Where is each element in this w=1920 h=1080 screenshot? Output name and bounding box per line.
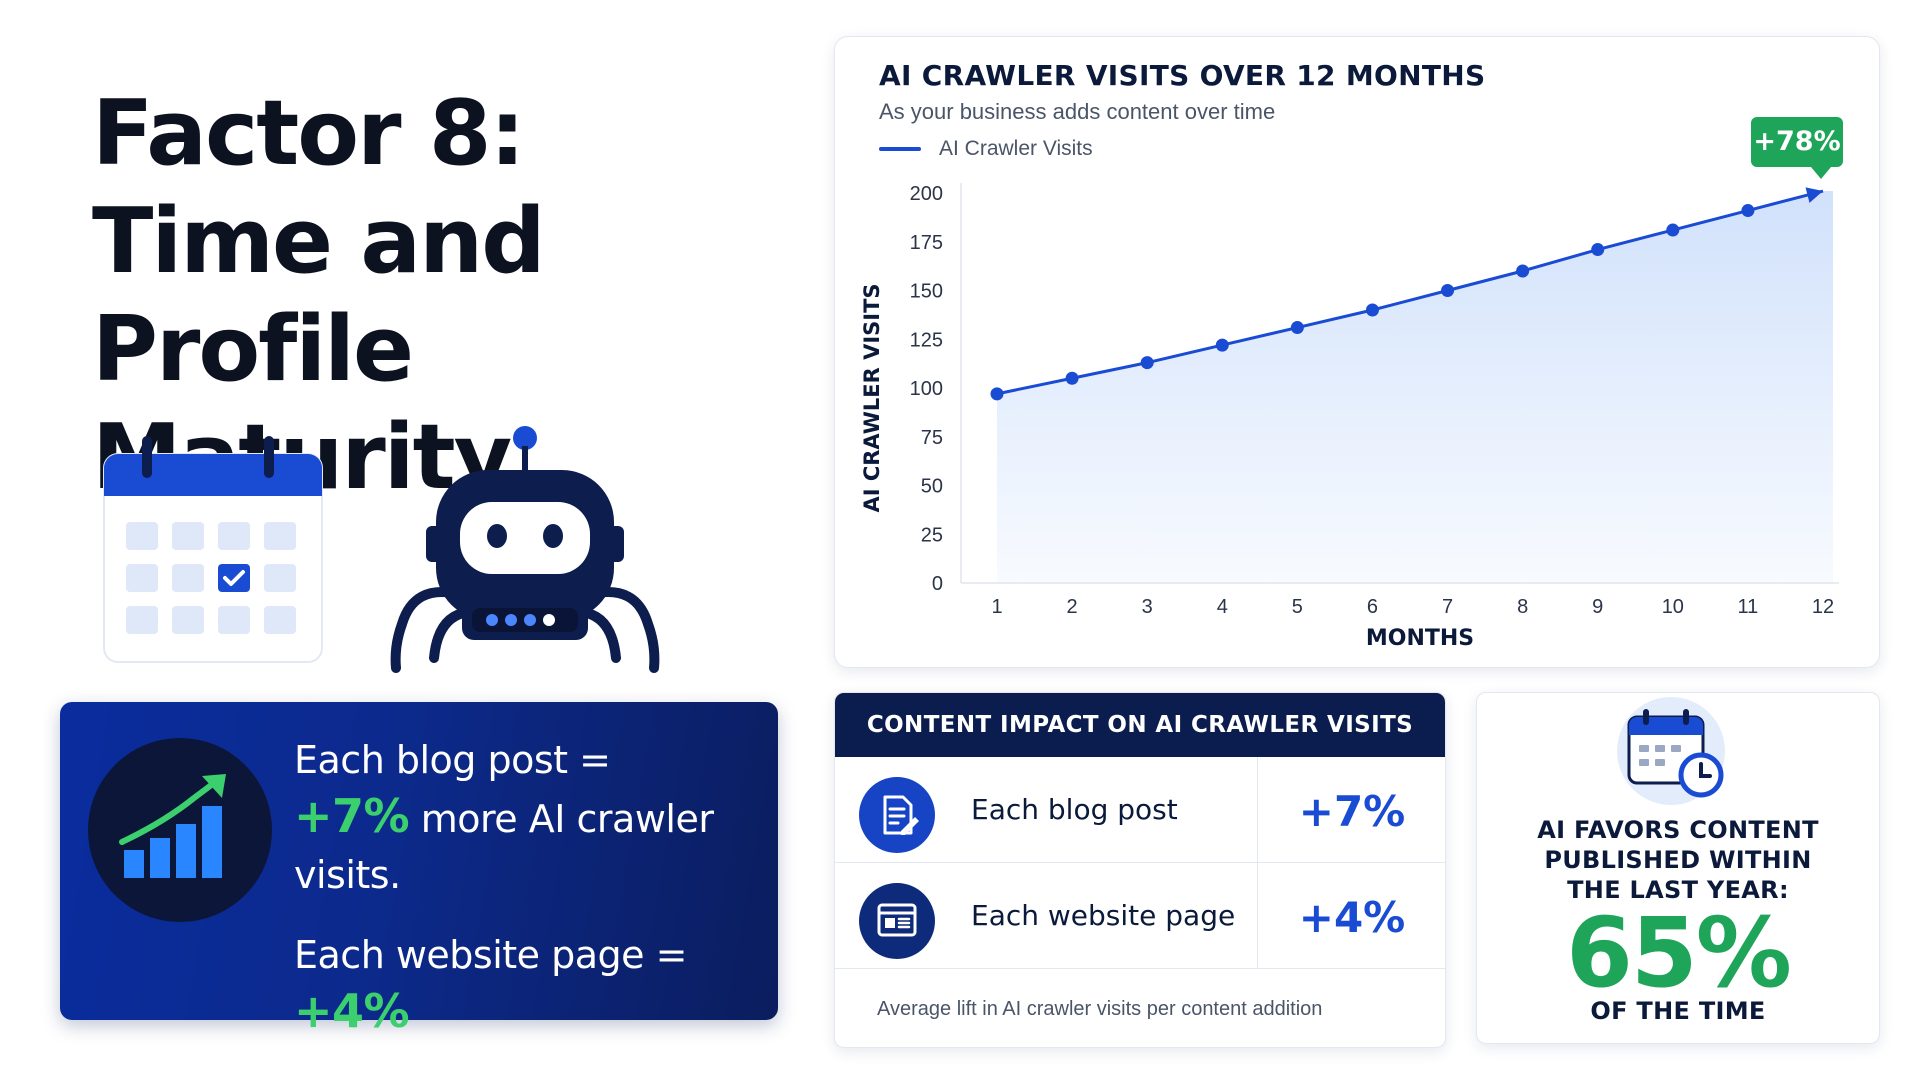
blog-post-suffix: more AI crawler visits. bbox=[294, 797, 714, 897]
stat-line-2: PUBLISHED WITHIN bbox=[1544, 846, 1812, 874]
y-tick-label: 75 bbox=[921, 427, 943, 449]
recency-stat-card: AI FAVORS CONTENT PUBLISHED WITHIN THE L… bbox=[1476, 692, 1880, 1044]
chart-title: AI CRAWLER VISITS OVER 12 MONTHS bbox=[879, 59, 1486, 92]
impact-row-page: Each website page +4% bbox=[835, 863, 1445, 969]
robot-crawler-illustration bbox=[380, 422, 670, 677]
stat-footer: OF THE TIME bbox=[1590, 997, 1766, 1025]
impact-row-blog: Each blog post +7% bbox=[835, 757, 1445, 863]
series-line bbox=[996, 189, 1824, 396]
data-point bbox=[1741, 204, 1755, 218]
blog-post-value: +7% bbox=[294, 789, 410, 843]
x-tick-label: 10 bbox=[1662, 596, 1684, 618]
x-tick-label: 6 bbox=[1367, 596, 1378, 618]
title-line-1: Factor 8: bbox=[92, 81, 525, 186]
stat-value: 65% bbox=[1566, 897, 1792, 1009]
content-impact-card: CONTENT IMPACT ON AI CRAWLER VISITS Each… bbox=[834, 692, 1446, 1048]
y-tick-label: 100 bbox=[910, 378, 943, 400]
data-point bbox=[1290, 321, 1304, 335]
calendar-illustration bbox=[98, 436, 328, 668]
data-point bbox=[990, 387, 1004, 401]
impact-value-blog: +7% bbox=[1298, 787, 1406, 836]
growth-badge: +78% bbox=[1751, 117, 1843, 179]
stat-description: AI FAVORS CONTENT PUBLISHED WITHIN THE L… bbox=[1477, 815, 1879, 905]
growth-circle bbox=[88, 738, 272, 922]
x-tick-label: 11 bbox=[1738, 596, 1759, 618]
data-point bbox=[1441, 284, 1455, 297]
legend-swatch bbox=[879, 147, 921, 151]
y-tick-label: 125 bbox=[910, 329, 943, 351]
growth-bars-arrow-icon bbox=[119, 774, 226, 878]
y-tick-label: 50 bbox=[921, 476, 943, 498]
y-tick-label: 200 bbox=[910, 183, 943, 205]
data-point bbox=[1516, 264, 1530, 278]
x-axis-label: MONTHS bbox=[1366, 626, 1474, 651]
data-point bbox=[1065, 371, 1079, 385]
x-tick-label: 8 bbox=[1517, 596, 1528, 618]
y-axis-label: AI CRAWLER VISITS bbox=[860, 283, 884, 512]
stat-line-3: THE LAST YEAR: bbox=[1567, 876, 1789, 904]
x-tick-label: 4 bbox=[1217, 596, 1228, 618]
data-point bbox=[1666, 223, 1680, 237]
website-page-value: +4% bbox=[294, 984, 410, 1038]
data-point bbox=[1365, 303, 1379, 317]
title-line-2: Time and bbox=[92, 189, 546, 294]
x-tick-label: 7 bbox=[1442, 596, 1453, 618]
document-edit-icon bbox=[859, 777, 935, 853]
x-tick-label: 5 bbox=[1292, 596, 1303, 618]
content-boost-card: Each blog post = +7% more AI crawler vis… bbox=[60, 702, 778, 1038]
webpage-icon bbox=[859, 883, 935, 959]
chart-subtitle: As your business adds content over time bbox=[879, 99, 1276, 124]
data-point bbox=[1215, 338, 1229, 352]
calendar-clock-icon bbox=[1617, 697, 1725, 805]
x-tick-label: 9 bbox=[1592, 596, 1603, 618]
y-tick-label: 150 bbox=[910, 281, 943, 303]
impact-label-page: Each website page bbox=[971, 899, 1236, 932]
data-point bbox=[1140, 356, 1154, 370]
impact-note: Average lift in AI crawler visits per co… bbox=[877, 998, 1323, 1020]
blog-post-label: Each blog post = bbox=[294, 738, 611, 782]
y-tick-label: 25 bbox=[921, 524, 943, 546]
series-endpoint-arrow bbox=[1805, 187, 1823, 203]
legend-label: AI Crawler Visits bbox=[939, 137, 1093, 160]
y-tick-label: 175 bbox=[910, 232, 943, 254]
impact-value-page: +4% bbox=[1298, 893, 1406, 942]
x-tick-label: 2 bbox=[1067, 596, 1078, 618]
data-point bbox=[1591, 243, 1605, 257]
y-tick-label: 0 bbox=[932, 573, 943, 595]
impact-header: CONTENT IMPACT ON AI CRAWLER VISITS bbox=[835, 693, 1445, 757]
impact-label-blog: Each blog post bbox=[971, 793, 1178, 826]
crawler-visits-chart-card: AI CRAWLER VISITS OVER 12 MONTHS As your… bbox=[834, 36, 1880, 668]
calendar-icon bbox=[103, 436, 323, 663]
robot-spider-icon bbox=[390, 426, 660, 673]
x-tick-label: 12 bbox=[1812, 596, 1834, 618]
stat-line-1: AI FAVORS CONTENT bbox=[1537, 816, 1819, 844]
x-tick-label: 1 bbox=[991, 596, 1002, 618]
series-area bbox=[997, 191, 1833, 584]
website-page-label: Each website page = bbox=[294, 933, 687, 977]
x-tick-label: 3 bbox=[1142, 596, 1153, 618]
chart-legend: AI Crawler Visits bbox=[879, 137, 1093, 161]
